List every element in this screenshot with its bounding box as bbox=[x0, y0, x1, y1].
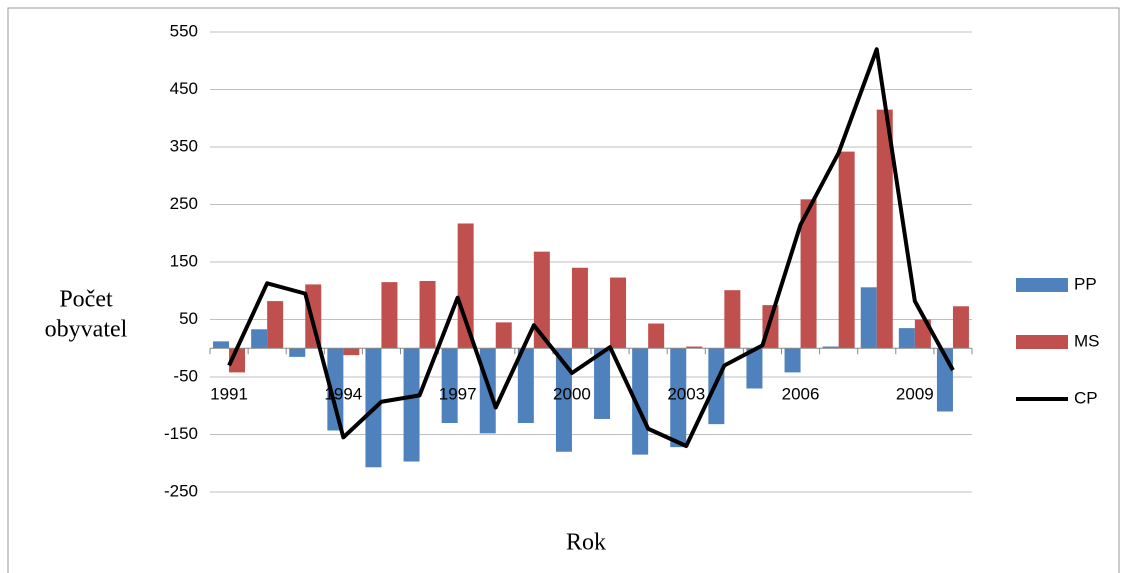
bar bbox=[327, 348, 344, 431]
line bbox=[227, 47, 955, 448]
y-axis-title: obyvatel bbox=[45, 317, 128, 343]
bar bbox=[648, 323, 665, 349]
bar bbox=[495, 322, 512, 349]
x-tick-label: 2000 bbox=[553, 385, 591, 404]
y-tick-label: 450 bbox=[170, 79, 198, 98]
x-tick-label: 1997 bbox=[439, 385, 477, 404]
bar bbox=[479, 348, 496, 434]
bar bbox=[343, 348, 360, 356]
x-tick-label: 2009 bbox=[896, 385, 934, 404]
bar bbox=[441, 348, 458, 423]
bar bbox=[289, 348, 306, 357]
bar bbox=[784, 348, 801, 373]
bar bbox=[724, 290, 741, 349]
y-axis-title: Počet bbox=[59, 287, 113, 313]
chart-border bbox=[7, 7, 1120, 573]
bar bbox=[555, 348, 572, 452]
legend-label: CP bbox=[1074, 388, 1098, 407]
y-tick-label: 150 bbox=[170, 251, 198, 270]
bar bbox=[213, 341, 230, 349]
bar bbox=[632, 348, 649, 455]
bar bbox=[686, 346, 703, 349]
y-tick-label: -50 bbox=[173, 366, 198, 385]
bar bbox=[838, 151, 855, 349]
bar bbox=[800, 199, 817, 349]
bar bbox=[670, 348, 687, 448]
bar bbox=[876, 109, 893, 349]
bar bbox=[267, 301, 284, 349]
y-tick-label: 50 bbox=[179, 309, 198, 328]
legend-label: PP bbox=[1074, 274, 1097, 293]
bar bbox=[822, 346, 839, 349]
bar bbox=[746, 348, 763, 389]
bar bbox=[419, 280, 436, 349]
bar bbox=[571, 267, 588, 349]
legend-label: MS bbox=[1074, 331, 1100, 350]
bar bbox=[457, 223, 474, 349]
y-tick-label: -150 bbox=[164, 424, 198, 443]
x-tick-label: 1991 bbox=[210, 385, 248, 404]
bar bbox=[952, 306, 969, 349]
y-tick-label: 350 bbox=[170, 136, 198, 155]
y-tick-label: 250 bbox=[170, 194, 198, 213]
bar bbox=[251, 329, 268, 349]
bar bbox=[381, 282, 398, 349]
x-tick-label: 2006 bbox=[782, 385, 820, 404]
legend-swatch bbox=[1016, 335, 1068, 349]
bar bbox=[594, 348, 611, 419]
y-tick-label: 550 bbox=[170, 21, 198, 40]
legend-swatch bbox=[1016, 278, 1068, 292]
x-tick-label: 2003 bbox=[667, 385, 705, 404]
y-tick-label: -250 bbox=[164, 481, 198, 500]
x-axis-title: Rok bbox=[566, 530, 606, 556]
bar bbox=[533, 251, 550, 349]
bar bbox=[403, 348, 420, 462]
bar bbox=[860, 287, 877, 349]
bar bbox=[610, 277, 627, 349]
bar bbox=[898, 328, 915, 349]
bar bbox=[517, 348, 534, 423]
